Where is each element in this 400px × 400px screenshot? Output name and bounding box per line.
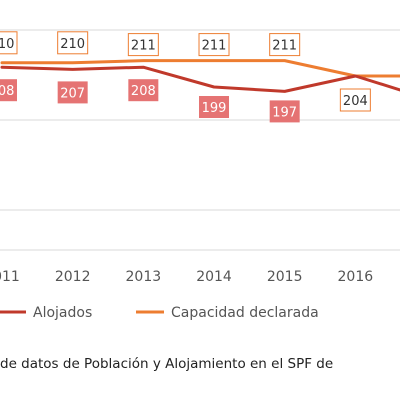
x-tick-label: 2011 xyxy=(0,269,20,285)
capacidad-label: 210 xyxy=(60,37,85,52)
alojados-label: 207 xyxy=(60,86,85,101)
x-tick-label: 2016 xyxy=(338,269,374,285)
alojados-label-box xyxy=(269,100,300,123)
capacidad-label-box xyxy=(127,33,159,57)
series-line-0 xyxy=(0,65,400,93)
capacidad-label: 210 xyxy=(0,37,14,52)
legend: Alojados Capacidad declarada xyxy=(0,305,319,321)
alojados-label: 197 xyxy=(272,105,297,120)
gridlines xyxy=(0,29,400,251)
alojados-label-box xyxy=(199,96,230,118)
x-axis-ticks: 2011 2012 2013 2014 2015 2016 xyxy=(0,269,373,285)
alojados-label: 199 xyxy=(202,101,227,116)
capacidad-label-box xyxy=(269,33,301,57)
capacidad-label: 204 xyxy=(343,94,368,109)
capacidad-label-box xyxy=(198,33,230,57)
capacidad-label: 211 xyxy=(131,39,156,54)
x-tick-label: 2014 xyxy=(196,269,232,285)
legend-label-alojados: Alojados xyxy=(33,305,92,321)
legend-label-capacidad: Capacidad declarada xyxy=(171,305,319,321)
source-note: de datos de Población y Alojamiento en e… xyxy=(0,356,334,372)
series-lines xyxy=(0,59,400,93)
alojados-label-box xyxy=(57,81,88,104)
data-labels: 210210211211211204208207208199197194 xyxy=(0,31,371,123)
alojados-label: 208 xyxy=(131,84,156,99)
capacidad-label-box xyxy=(57,31,89,55)
x-tick-label: 2013 xyxy=(126,269,162,285)
alojados-label-box xyxy=(0,79,17,102)
x-tick-label: 2012 xyxy=(55,269,91,285)
capacidad-label-box xyxy=(339,88,371,112)
capacidad-label-box xyxy=(0,31,18,55)
alojados-label-box xyxy=(128,79,159,102)
capacidad-label: 211 xyxy=(202,39,227,54)
alojados-label: 208 xyxy=(0,84,14,99)
x-tick-label: 2015 xyxy=(267,269,303,285)
capacidad-label: 211 xyxy=(272,39,297,54)
